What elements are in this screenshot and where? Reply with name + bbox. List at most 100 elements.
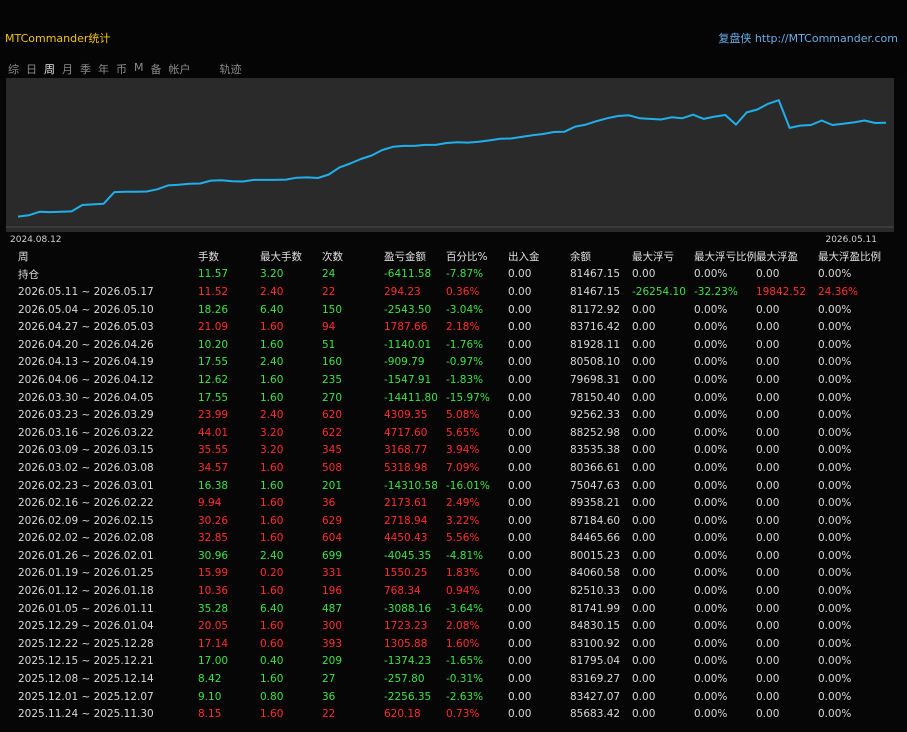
- tab-bar: 综 日 周 月 季 年 币 M 备 帐户 轨迹: [8, 61, 249, 76]
- cell-io: 0.00: [508, 655, 532, 668]
- cell-balance: 80015.23: [570, 549, 621, 562]
- cell-lots: 17.14: [198, 637, 229, 650]
- table-row: 2025.12.22 ~ 2025.12.28 17.14 0.60 393 1305.…: [0, 635, 907, 653]
- cell-max-dd: 0.00: [632, 303, 656, 316]
- col-io: 出入金: [508, 251, 540, 264]
- app-title: MTCommander统计: [5, 32, 111, 45]
- tab-currency[interactable]: 币: [116, 63, 127, 76]
- cell-max-dd: 0.00: [632, 549, 656, 562]
- tab-day[interactable]: 日: [26, 63, 37, 76]
- cell-io: 0.00: [508, 321, 532, 334]
- cell-count: 160: [322, 356, 343, 369]
- cell-pnl: 620.18: [384, 708, 421, 721]
- cell-pct: -3.64%: [446, 602, 484, 615]
- col-max-fp-pct: 最大浮盈比例: [818, 251, 881, 264]
- cell-io: 0.00: [508, 268, 532, 281]
- cell-count: 620: [322, 409, 343, 422]
- header: MTCommander统计 复盘侠 http://MTCommander.com…: [0, 0, 907, 78]
- cell-max-dd: 0.00: [632, 567, 656, 580]
- table-row: 2026.01.19 ~ 2026.01.25 15.99 0.20 331 1550.…: [0, 565, 907, 583]
- cell-balance: 79698.31: [570, 373, 621, 386]
- cell-max-lots: 1.60: [260, 391, 284, 404]
- cell-pnl: 4309.35: [384, 409, 428, 422]
- cell-io: 0.00: [508, 444, 532, 457]
- cell-max-lots: 0.40: [260, 655, 284, 668]
- cell-max-lots: 2.40: [260, 549, 284, 562]
- cell-max-dd-pct: 0.00%: [694, 321, 728, 334]
- cell-pnl: 4450.43: [384, 532, 428, 545]
- cell-pct: -3.04%: [446, 303, 484, 316]
- cell-pct: 0.73%: [446, 708, 480, 721]
- cell-balance: 81928.11: [570, 338, 621, 351]
- cell-pnl: -909.79: [384, 356, 425, 369]
- col-max-dd: 最大浮亏: [632, 251, 674, 264]
- cell-week: 2026.01.05 ~ 2026.01.11: [18, 602, 154, 615]
- brand-link[interactable]: 复盘侠 http://MTCommander.com: [718, 32, 898, 45]
- cell-max-fp: 0.00: [756, 356, 780, 369]
- cell-io: 0.00: [508, 532, 532, 545]
- cell-io: 0.00: [508, 708, 532, 721]
- cell-io: 0.00: [508, 673, 532, 686]
- cell-week: 2026.02.23 ~ 2026.03.01: [18, 479, 154, 492]
- cell-max-lots: 2.40: [260, 356, 284, 369]
- col-max-lots: 最大手数: [260, 251, 302, 264]
- cell-max-fp-pct: 24.36%: [818, 285, 859, 298]
- cell-io: 0.00: [508, 549, 532, 562]
- cell-balance: 83100.92: [570, 637, 621, 650]
- table-row: 2026.03.02 ~ 2026.03.08 34.57 1.60 508 5318.…: [0, 459, 907, 477]
- cell-max-fp: 0.00: [756, 409, 780, 422]
- cell-max-lots: 0.80: [260, 690, 284, 703]
- cell-pct: 5.65%: [446, 426, 480, 439]
- cell-pnl: 2173.61: [384, 497, 428, 510]
- cell-pct: -0.97%: [446, 356, 484, 369]
- cell-lots: 21.09: [198, 321, 229, 334]
- cell-pct: 3.94%: [446, 444, 480, 457]
- cell-week: 2026.03.02 ~ 2026.03.08: [18, 461, 154, 474]
- tab-account[interactable]: 帐户: [168, 63, 191, 76]
- cell-max-dd: 0.00: [632, 268, 656, 281]
- cell-max-fp-pct: 0.00%: [818, 444, 852, 457]
- cell-week: 2025.12.15 ~ 2025.12.21: [18, 655, 154, 668]
- chart-start-date: 2024.08.12: [10, 235, 62, 245]
- cell-week: 2026.04.13 ~ 2026.04.19: [18, 356, 154, 369]
- cell-pct: -1.65%: [446, 655, 484, 668]
- cell-io: 0.00: [508, 391, 532, 404]
- cell-lots: 11.52: [198, 285, 229, 298]
- cell-count: 629: [322, 514, 343, 527]
- cell-io: 0.00: [508, 690, 532, 703]
- table-row: 2026.04.27 ~ 2026.05.03 21.09 1.60 94 1787.6…: [0, 318, 907, 336]
- cell-count: 150: [322, 303, 343, 316]
- cell-week: 2025.12.01 ~ 2025.12.07: [18, 690, 154, 703]
- table-row: 2026.05.11 ~ 2026.05.17 11.52 2.40 22 294.23…: [0, 283, 907, 301]
- cell-max-fp-pct: 0.00%: [818, 673, 852, 686]
- cell-max-dd-pct: 0.00%: [694, 268, 728, 281]
- cell-balance: 85683.42: [570, 708, 621, 721]
- tab-week[interactable]: 周: [44, 63, 55, 76]
- cell-count: 699: [322, 549, 343, 562]
- cell-max-dd-pct: 0.00%: [694, 585, 728, 598]
- tab-summary[interactable]: 综: [8, 63, 19, 76]
- cell-lots: 35.55: [198, 444, 229, 457]
- tab-year[interactable]: 年: [98, 63, 109, 76]
- tab-month[interactable]: 月: [62, 63, 73, 76]
- tab-quarter[interactable]: 季: [80, 63, 91, 76]
- cell-pct: -4.81%: [446, 549, 484, 562]
- cell-lots: 12.62: [198, 373, 229, 386]
- tab-track[interactable]: 轨迹: [219, 63, 242, 76]
- cell-max-lots: 1.60: [260, 673, 284, 686]
- cell-max-dd-pct: 0.00%: [694, 338, 728, 351]
- cell-max-fp-pct: 0.00%: [818, 338, 852, 351]
- cell-lots: 8.15: [198, 708, 222, 721]
- cell-balance: 81467.15: [570, 285, 621, 298]
- cell-max-dd-pct: 0.00%: [694, 602, 728, 615]
- tab-m[interactable]: M: [134, 61, 144, 74]
- cell-balance: 81172.92: [570, 303, 621, 316]
- cell-pct: 7.09%: [446, 461, 480, 474]
- cell-max-fp-pct: 0.00%: [818, 409, 852, 422]
- tab-note[interactable]: 备: [150, 63, 162, 76]
- col-max-fp: 最大浮盈: [756, 251, 798, 264]
- cell-balance: 83427.07: [570, 690, 621, 703]
- cell-pct: 3.22%: [446, 514, 480, 527]
- cell-max-fp: 0.00: [756, 549, 780, 562]
- cell-max-fp: 19842.52: [756, 285, 807, 298]
